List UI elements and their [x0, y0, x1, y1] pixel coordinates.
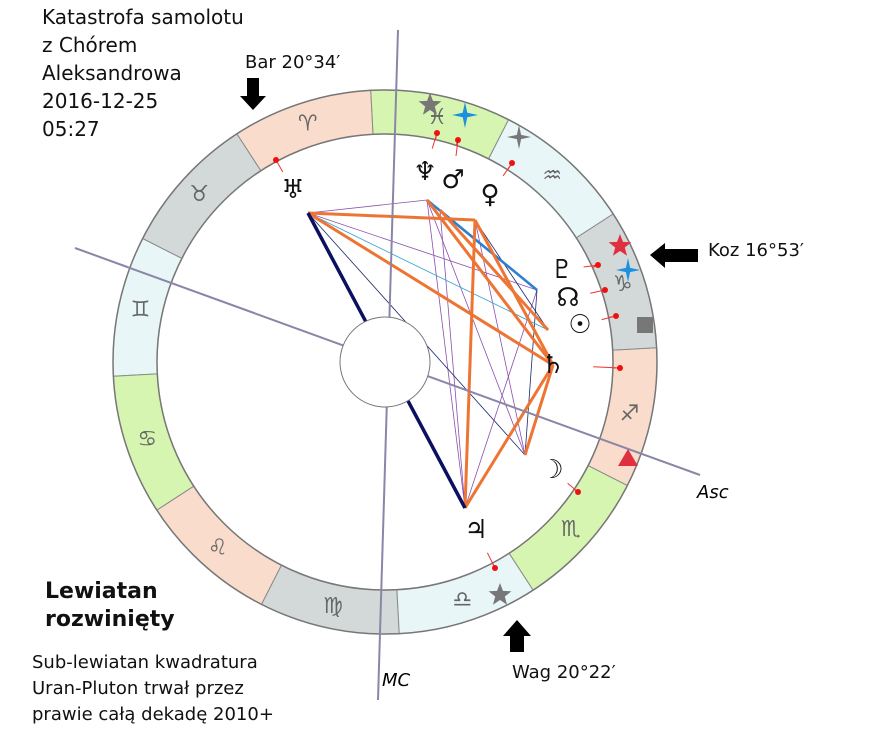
marker-label: Wag 20°22′ — [512, 662, 616, 683]
star — [488, 583, 512, 605]
planet-dot — [492, 565, 498, 571]
planet-dot — [455, 137, 461, 143]
inner-circle — [156, 133, 614, 591]
aspect-line — [438, 208, 550, 332]
planet-glyph: ♄ — [541, 350, 564, 380]
aspect-line — [425, 199, 555, 366]
title: 2016-12-25 — [42, 89, 158, 113]
planet-glyph: ♅ — [281, 175, 304, 205]
note: prawie całą dekadę 2010+ — [32, 704, 274, 725]
heading: rozwinięty — [45, 607, 175, 632]
sign-glyph: ♎ — [452, 587, 472, 612]
arrow — [650, 243, 698, 268]
aspect-line — [439, 209, 466, 509]
planet-glyph: ♂ — [441, 165, 464, 195]
center-circle — [339, 316, 431, 408]
sign-glyph: ♑ — [613, 272, 633, 297]
title: z Chórem — [42, 33, 137, 57]
planet-dot — [575, 489, 581, 495]
planets: ♅ ♆ ♂ ♀ ♇☊☉♄ ☽ ♃ — [273, 130, 623, 571]
star — [616, 258, 640, 282]
aspect-line — [474, 219, 549, 331]
note: Sub-lewiatan kwadratura — [32, 652, 258, 673]
aspect-line — [464, 289, 538, 509]
triangle — [618, 449, 638, 466]
ring-icons — [418, 93, 653, 605]
outer-circle — [112, 89, 658, 635]
sign-glyph: ♒ — [542, 164, 562, 189]
zodiac-ring: ♈♉♊♋♌♍ ♎♏♐♑♒♓ — [112, 89, 658, 635]
marker-label: Koz 16°53′ — [708, 240, 804, 261]
planet-dot — [613, 313, 619, 319]
aspect-line — [307, 212, 549, 331]
aspect-line — [523, 364, 555, 456]
sign-glyph: ♍ — [323, 594, 343, 619]
mc-label: MC — [382, 670, 411, 691]
planet-tick — [593, 366, 621, 369]
planet-dot — [509, 160, 515, 166]
heading: Lewiatan — [45, 579, 158, 604]
sign-glyph: ♊ — [131, 298, 151, 323]
planet-glyph: ☽ — [540, 455, 563, 485]
title: Aleksandrowa — [42, 61, 182, 85]
aspect-line — [463, 219, 477, 509]
planet-glyph: ☊ — [556, 283, 579, 313]
planet-glyph: ♆ — [413, 157, 436, 187]
sign-glyph: ♏ — [561, 517, 581, 542]
sign-glyph: ♉ — [189, 182, 209, 207]
star — [507, 125, 531, 149]
aspect-line — [307, 199, 428, 214]
marker-label: Bar 20°34′ — [245, 52, 340, 73]
aspect-line — [307, 211, 554, 367]
sign-glyph: ♐ — [620, 401, 640, 426]
sign-glyph: ♋ — [137, 427, 157, 452]
sign-glyph: ♈ — [298, 112, 318, 137]
sign-glyph: ♌ — [208, 535, 228, 560]
square — [637, 317, 653, 333]
aspects — [306, 199, 555, 509]
arrow — [240, 78, 266, 110]
note: Uran-Pluton trwał przez — [32, 678, 244, 699]
title: Katastrofa samolotu — [42, 5, 244, 29]
aspect-line — [426, 199, 526, 456]
title: 05:27 — [42, 117, 100, 141]
arrow — [503, 620, 531, 652]
planet-dot — [617, 365, 623, 371]
star — [608, 234, 632, 256]
planet-glyph: ♃ — [464, 515, 487, 545]
star — [452, 102, 478, 128]
aspect-line — [463, 364, 555, 509]
asc-label: Asc — [696, 482, 729, 503]
planet-dot — [434, 130, 440, 136]
planet-glyph: ♇ — [550, 255, 573, 285]
planet-dot — [595, 262, 601, 268]
planet-dot — [602, 287, 608, 293]
aspect-line — [439, 209, 538, 291]
planet-dot — [273, 157, 279, 163]
planet-glyph: ☉ — [568, 310, 591, 340]
planet-glyph: ♀ — [480, 180, 499, 210]
aspect-line — [426, 199, 466, 509]
star — [418, 93, 442, 115]
